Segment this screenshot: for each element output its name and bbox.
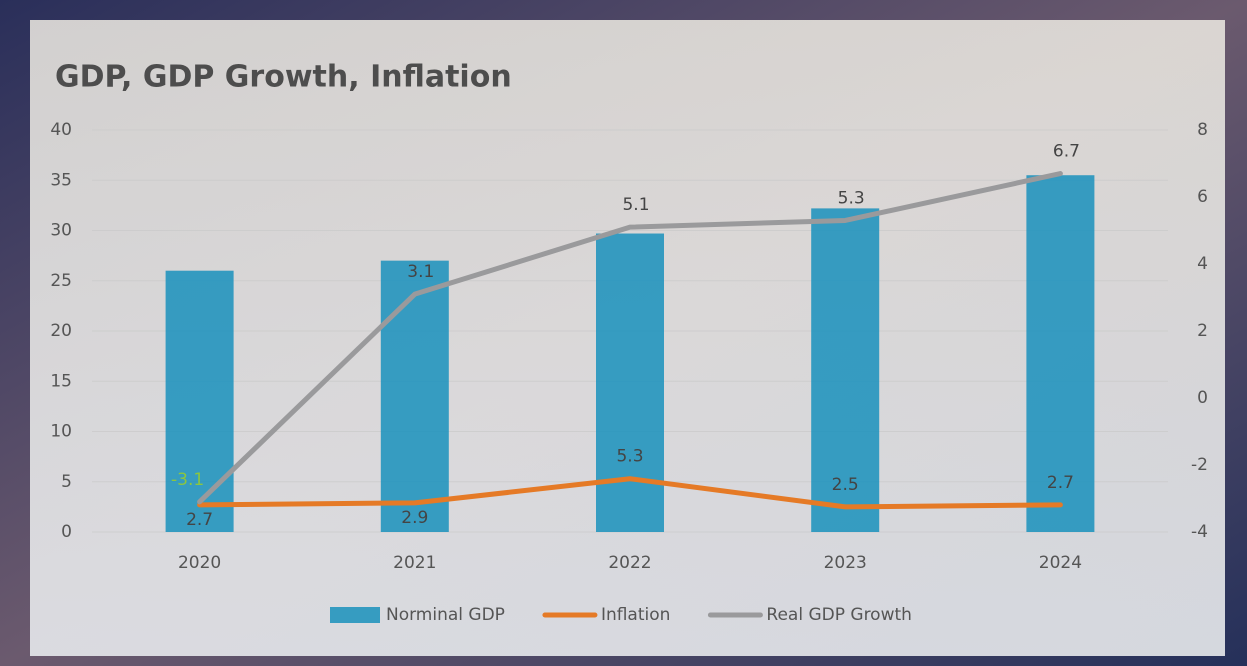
y-tick-label: 20 [50,321,72,341]
y2-tick-label: 6 [1197,187,1208,207]
data-label: 3.1 [407,262,434,282]
y2-tick-label: 8 [1197,120,1208,140]
x-tick-label: 2022 [608,553,651,573]
y2-tick-label: -2 [1191,455,1208,475]
y2-tick-label: 2 [1197,321,1208,341]
data-label: 5.1 [622,195,649,215]
y2-tick-label: 4 [1197,254,1208,274]
data-label: 2.5 [832,475,859,495]
y-tick-label: 15 [50,371,72,391]
y-tick-label: 0 [61,522,72,542]
data-label: -3.1 [171,470,204,490]
legend-label: Inflation [601,605,670,625]
data-label: 2.7 [186,510,213,530]
y-tick-label: 40 [50,120,72,140]
y2-tick-label: -4 [1191,522,1208,542]
legend-label: Norminal GDP [386,605,505,625]
y-tick-label: 30 [50,221,72,241]
chart: GDP, GDP Growth, Inflation 0510152025303… [0,0,1247,666]
y-tick-label: 25 [50,271,72,291]
x-tick-label: 2024 [1039,553,1082,573]
bar [596,234,664,532]
x-tick-label: 2021 [393,553,436,573]
page: {"chart_data": { "type": "bar-line", "ti… [0,0,1247,666]
chart-title: GDP, GDP Growth, Inflation [55,60,512,95]
bar [166,271,234,532]
data-label: 2.7 [1047,473,1074,493]
y-tick-label: 35 [50,170,72,190]
x-tick-label: 2023 [824,553,867,573]
x-tick-label: 2020 [178,553,221,573]
data-label: 2.9 [401,508,428,528]
legend-label: Real GDP Growth [766,605,912,625]
data-label: 5.3 [616,447,643,467]
y2-tick-label: 0 [1197,388,1208,408]
y-tick-label: 10 [50,422,72,442]
data-label: 6.7 [1053,142,1080,162]
data-label: 5.3 [838,188,865,208]
y-tick-label: 5 [61,472,72,492]
bar [381,261,449,532]
legend-swatch [330,607,380,623]
